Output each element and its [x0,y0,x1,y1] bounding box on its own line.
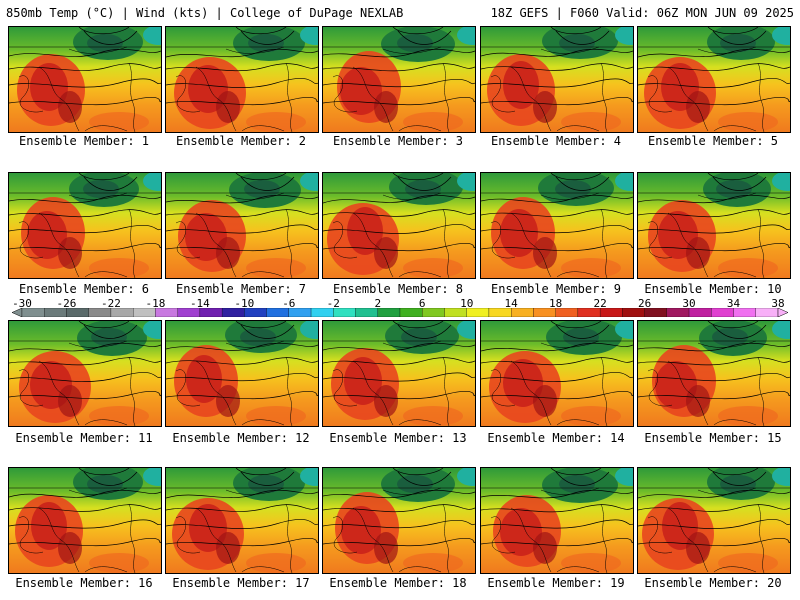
colorbar-tick-label: -14 [189,297,210,310]
colorbar-tick-label: 18 [549,297,563,310]
colorbar-segment [755,308,779,317]
colorbar-segment [733,308,756,317]
colorbar-tick-label: 30 [682,297,696,310]
colorbar-segment [399,308,423,317]
colorbar-segment [666,308,690,317]
colorbar-segment [244,308,267,317]
ensemble-member-map [637,26,791,133]
colorbar-segment [177,308,201,317]
colorbar-segment [288,308,312,317]
ensemble-member-label: Ensemble Member: 1 [18,134,150,148]
map-header: 850mb Temp (°C) | Wind (kts) | College o… [0,0,800,24]
colorbar-tick-label: 14 [504,297,518,310]
ensemble-member-label: Ensemble Member: 11 [15,431,153,445]
colorbar-tick-label: 26 [637,297,652,310]
colorbar-tick-label: -26 [56,297,77,310]
colorbar-min-arrow [12,308,23,317]
ensemble-member-map [322,320,476,427]
colorbar-segment [511,308,534,317]
colorbar-segment [266,308,289,317]
colorbar-tick-label: -6 [282,297,296,310]
ensemble-member-map [165,320,319,427]
ensemble-member-label: Ensemble Member: 18 [329,576,467,590]
colorbar-segment [577,308,601,317]
ensemble-member-map [322,172,476,279]
ensemble-member-label: Ensemble Member: 2 [175,134,307,148]
ensemble-member-map [322,467,476,574]
colorbar-segment [155,308,178,317]
ensemble-member-map [637,320,791,427]
colorbar-tick-labels: -30 -26 -22 -18 -14 -10 -6 -2 2 6 10 14 18 22 26 30 34 38… [0,297,800,310]
colorbar-tick-label: -30 [12,297,32,310]
colorbar-segment [199,308,223,317]
colorbar-segment [44,308,67,317]
colorbar-segment [88,308,112,317]
colorbar-segment [21,308,45,317]
colorbar-segment [133,308,156,317]
ensemble-member-label: Ensemble Member: 9 [490,282,622,296]
colorbar-tick-label: -2 [326,297,340,310]
colorbar-tick-label: -22 [101,297,121,310]
ensemble-member-label: Ensemble Member: 15 [644,431,782,445]
ensemble-member-map [8,26,162,133]
colorbar-segment [533,308,556,317]
colorbar-segment [422,308,445,317]
colorbar-max-arrow [777,308,788,317]
ensemble-member-map [8,467,162,574]
colorbar-segment [377,308,401,317]
colorbar-tick-label: 10 [460,297,474,310]
ensemble-member-label: Ensemble Member: 12 [172,431,310,445]
ensemble-member-label: Ensemble Member: 3 [332,134,464,148]
colorbar-tick-label: -10 [234,297,255,310]
ensemble-member-label: Ensemble Member: 6 [18,282,150,296]
colorbar-tick-label: 34 [726,297,741,310]
colorbar-segment [555,308,579,317]
ensemble-member-map [165,26,319,133]
ensemble-member-map [637,467,791,574]
ensemble-member-map [8,320,162,427]
ensemble-member-label: Ensemble Member: 14 [487,431,625,445]
colorbar-tick-label: -18 [145,297,166,310]
ensemble-member-label: Ensemble Member: 16 [15,576,153,590]
colorbar-tick-label: 2 [374,297,382,310]
colorbar-segment [711,308,734,317]
ensemble-member-label: Ensemble Member: 7 [175,282,307,296]
colorbar-tick-label: 22 [593,297,607,310]
colorbar-segment [466,308,490,317]
product-title: 850mb Temp (°C) | Wind (kts) | College o… [6,6,404,20]
temperature-colorbar [12,308,788,317]
ensemble-member-map [165,467,319,574]
ensemble-member-label: Ensemble Member: 8 [332,282,464,296]
colorbar-tick-label: 6 [418,297,426,310]
ensemble-member-map [8,172,162,279]
colorbar-segment [355,308,378,317]
colorbar-segment [599,308,623,317]
colorbar-segment [66,308,89,317]
colorbar-segment [310,308,334,317]
ensemble-member-map [165,172,319,279]
colorbar-segment [622,308,645,317]
ensemble-member-map [480,172,634,279]
colorbar-segment [644,308,667,317]
ensemble-member-label: Ensemble Member: 10 [644,282,782,296]
ensemble-member-map [480,467,634,574]
ensemble-member-map [322,26,476,133]
ensemble-member-map [637,172,791,279]
colorbar-segment [333,308,356,317]
colorbar-tick-label: 38 [771,297,785,310]
ensemble-member-label: Ensemble Member: 13 [329,431,467,445]
colorbar-segment [221,308,245,317]
ensemble-member-label: Ensemble Member: 19 [487,576,625,590]
model-run-valid-time: 18Z GEFS | F060 Valid: 06Z MON JUN 09 20… [490,6,794,20]
ensemble-member-map [480,26,634,133]
colorbar-segment [444,308,467,317]
colorbar-segment [688,308,712,317]
ensemble-member-label: Ensemble Member: 20 [644,576,782,590]
ensemble-member-map [480,320,634,427]
colorbar-segment [488,308,512,317]
ensemble-member-label: Ensemble Member: 5 [647,134,779,148]
ensemble-member-label: Ensemble Member: 4 [490,134,622,148]
ensemble-member-label: Ensemble Member: 17 [172,576,310,590]
colorbar-segment [110,308,134,317]
